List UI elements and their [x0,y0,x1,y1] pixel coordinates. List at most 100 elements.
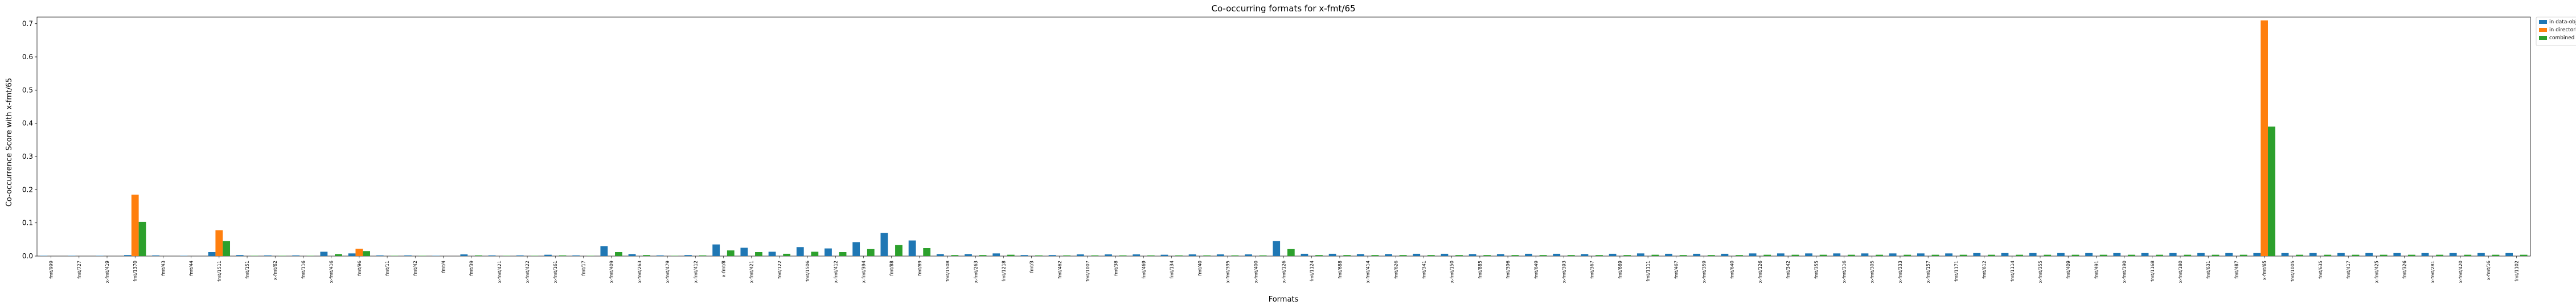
x-tick-label: fmt/1111 [1646,261,1651,282]
bar [1175,255,1183,256]
bar [600,246,608,256]
bar [2029,253,2037,256]
y-tick-label: 0.0 [22,252,33,260]
x-tick-label: x-fmt/420 [2458,261,2463,283]
bar [1889,253,1897,256]
bar [2477,253,2485,256]
x-tick-label: fmt/1370 [133,261,138,282]
bar [1371,255,1379,256]
x-tick-label: fmt/1168 [2150,261,2155,282]
x-tick-label: fmt/649 [1533,261,1539,279]
bar [223,241,231,256]
bar [460,254,468,256]
bar [2212,254,2220,256]
legend-swatch [2539,36,2547,40]
bar [1917,253,1925,256]
bar [1987,254,1995,256]
bar [2141,253,2149,256]
x-tick-label: x-fmt/16 [2486,261,2491,280]
x-tick-label: fmt/4 [441,261,446,273]
bar [1721,253,1729,256]
x-tick-label: fmt/89 [917,261,922,276]
bar [475,255,482,256]
bar [1959,254,1967,256]
bar [1623,255,1631,256]
x-tick-label: fmt/1511 [217,261,222,282]
bar [152,255,160,256]
bar [2337,253,2345,256]
bar [755,252,762,256]
bar [1945,253,1952,256]
x-tick-label: fmt/469 [1141,261,1146,279]
y-tick-label: 0.6 [22,53,33,61]
bar [1931,254,1939,256]
plot-area: 0.0 0.1 0.2 0.3 0.4 0.5 0.6 0.7 fmt/999 fmt/727 x-… [22,17,2531,283]
y-tick-label: 0.4 [22,119,33,127]
y-tick-label: 0.2 [22,186,33,193]
bar [559,255,567,256]
x-tick-label: fmt/1508 [945,261,950,282]
x-tick-label: x-fmt/157 [1926,261,1931,283]
bar [2492,254,2500,256]
bar [278,255,286,256]
x-tick-label: fmt/355 [1814,261,1819,279]
bar [2184,254,2192,256]
bar [1805,253,1812,256]
bar [895,245,903,256]
legend: in data-objects in directories combined [2536,17,2576,46]
bar [488,255,496,256]
x-tick-label: x-fmt/281 [2430,261,2435,283]
bar [1315,255,1323,256]
x-tick-label: fmt/17 [581,261,586,276]
legend-label: in directories [2549,27,2576,33]
bar [1427,255,1435,256]
bar [2253,253,2261,256]
bar [1665,253,1672,256]
bar [1636,253,1644,256]
bar [1160,254,1168,256]
bar [335,254,342,256]
x-tick-label: x-fmt/479 [665,261,670,283]
bar [1328,253,1336,256]
x-tick-label: x-fmt/395 [1225,261,1230,283]
bar [1553,253,1561,256]
x-tick-label: x-fmt/409 [609,261,614,283]
x-tick-label: x-fmt/400 [1253,261,1258,283]
bar [1693,253,1701,256]
x-tick-label: x-fmt/359 [1702,261,1707,283]
x-tick-label: fmt/341 [1422,261,1427,279]
x-tick-label: x-fmt/416 [329,261,334,283]
legend-label: in data-objects [2549,19,2576,25]
x-tick-label: x-fmt/161 [553,261,558,283]
bar [1707,255,1715,256]
x-tick-label: fmt/688 [1338,261,1343,279]
bar [1455,255,1463,256]
x-tick-label: fmt/1102 [2514,261,2519,282]
bar [1147,255,1155,256]
x-tick-label: fmt/631 [2206,261,2211,279]
bar [656,255,664,256]
bar [586,255,594,256]
x-tick-label: fmt/116 [301,261,306,279]
bar [727,250,735,256]
x-tick-label: fmt/122 [777,261,782,279]
bar [292,255,300,256]
x-tick-label: fmt/612 [1982,261,1987,279]
x-tick-label: fmt/1124 [1310,261,1315,282]
bar [2380,254,2388,256]
bar [1904,254,1912,256]
x-tick-label: fmt/1506 [805,261,810,282]
bar [348,253,356,256]
y-tick-label: 0.7 [22,20,33,28]
bar [1259,255,1267,256]
bar [1496,254,1504,256]
x-tick-label: fmt/326 [2402,261,2407,279]
bar [251,255,259,256]
x-tick-label: fmt/367 [1590,261,1595,279]
bar [320,252,328,256]
y-axis-label: Co-occurrence Score with x-fmt/65 [5,78,14,207]
bar [1469,254,1476,256]
bar [544,254,552,256]
bar [839,252,847,256]
